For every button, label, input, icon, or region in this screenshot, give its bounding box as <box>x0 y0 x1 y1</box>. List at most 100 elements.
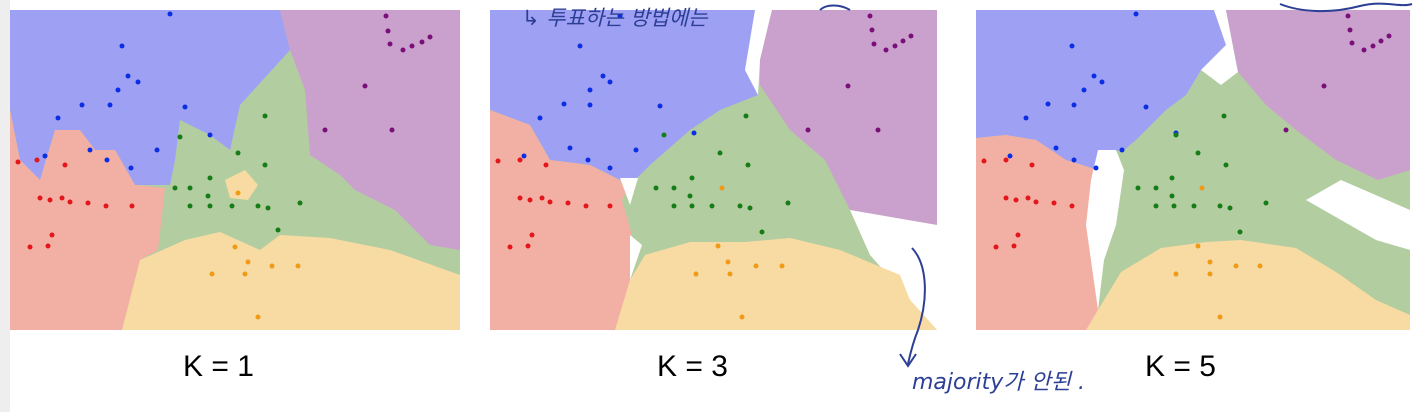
point-blue <box>607 165 613 171</box>
point-blue <box>691 130 697 136</box>
point-red <box>62 162 68 168</box>
point-green <box>1169 175 1175 181</box>
point-blue <box>1071 157 1077 163</box>
point-purple <box>427 34 433 40</box>
point-blue <box>521 153 527 159</box>
region-blue <box>490 10 758 185</box>
point-orange <box>1257 263 1263 269</box>
point-green <box>262 113 268 119</box>
point-purple <box>1283 127 1289 133</box>
point-red <box>1013 197 1019 203</box>
point-red <box>517 195 523 201</box>
point-blue <box>1007 153 1013 159</box>
point-green <box>255 203 261 209</box>
left-edge-strip <box>0 0 10 412</box>
point-purple <box>845 83 851 89</box>
point-red <box>1069 203 1075 209</box>
point-red <box>85 200 91 206</box>
point-purple <box>1378 38 1384 44</box>
point-green <box>262 162 268 168</box>
decision-boundary-k3 <box>490 10 937 330</box>
knn-panel-k1 <box>10 10 460 330</box>
handwritten-note-bottom: majority가 안된 . <box>912 370 1085 395</box>
decision-boundary-k5 <box>976 10 1410 330</box>
point-green <box>207 175 213 181</box>
region-tie <box>1086 150 1124 310</box>
point-blue <box>1119 147 1125 153</box>
point-green <box>1217 203 1223 209</box>
point-red <box>981 158 987 164</box>
point-blue <box>55 115 61 121</box>
point-orange <box>235 190 241 196</box>
point-orange <box>715 243 721 249</box>
point-purple <box>1321 83 1327 89</box>
point-blue <box>167 11 173 17</box>
point-green <box>1191 203 1197 209</box>
point-blue <box>1091 73 1097 79</box>
point-blue <box>561 101 567 107</box>
knn-panel-k5 <box>976 10 1410 330</box>
point-purple <box>869 27 875 33</box>
point-blue <box>1045 101 1051 107</box>
point-red <box>495 158 501 164</box>
point-red <box>525 243 531 249</box>
region-tie <box>630 235 642 280</box>
point-red <box>993 244 999 250</box>
point-green <box>661 132 667 138</box>
point-blue <box>577 43 583 49</box>
point-green <box>671 185 677 191</box>
point-green <box>177 134 183 140</box>
point-green <box>205 193 211 199</box>
point-blue <box>1069 43 1075 49</box>
region-red <box>976 135 1111 330</box>
point-green <box>1169 193 1175 199</box>
point-blue <box>128 165 134 171</box>
point-green <box>737 203 743 209</box>
point-orange <box>1195 243 1201 249</box>
point-green <box>1263 200 1269 206</box>
point-orange <box>1207 271 1213 277</box>
point-blue <box>125 73 131 79</box>
point-green <box>172 185 178 191</box>
point-red <box>1015 232 1021 238</box>
point-orange <box>779 263 785 269</box>
point-purple <box>389 127 395 133</box>
point-blue <box>585 157 591 163</box>
point-red <box>1003 195 1009 201</box>
point-green <box>1227 205 1233 211</box>
point-green <box>785 200 791 206</box>
point-blue <box>617 13 623 19</box>
points-k3 <box>495 13 914 320</box>
point-purple <box>419 39 425 45</box>
point-blue <box>587 87 593 93</box>
point-orange <box>232 244 238 250</box>
point-red <box>49 232 55 238</box>
point-red <box>67 199 73 205</box>
point-red <box>583 203 589 209</box>
point-purple <box>1361 47 1367 53</box>
point-red <box>517 157 523 163</box>
point-blue <box>567 145 573 151</box>
point-blue <box>119 43 125 49</box>
point-green <box>207 203 213 209</box>
point-orange <box>209 271 215 277</box>
point-green <box>1153 185 1159 191</box>
point-purple <box>1370 43 1376 49</box>
point-purple <box>871 41 877 47</box>
point-orange <box>725 259 731 265</box>
point-blue <box>104 157 110 163</box>
point-orange <box>255 314 261 320</box>
point-red <box>527 197 533 203</box>
point-red <box>37 195 43 201</box>
point-green <box>653 185 659 191</box>
point-blue <box>1093 165 1099 171</box>
point-red <box>565 200 571 206</box>
point-purple <box>900 38 906 44</box>
point-green <box>235 150 241 156</box>
region-purple <box>760 10 937 225</box>
point-green <box>297 200 303 206</box>
point-orange <box>242 271 248 277</box>
point-blue <box>1053 145 1059 151</box>
point-green <box>187 185 193 191</box>
point-blue <box>135 79 141 85</box>
